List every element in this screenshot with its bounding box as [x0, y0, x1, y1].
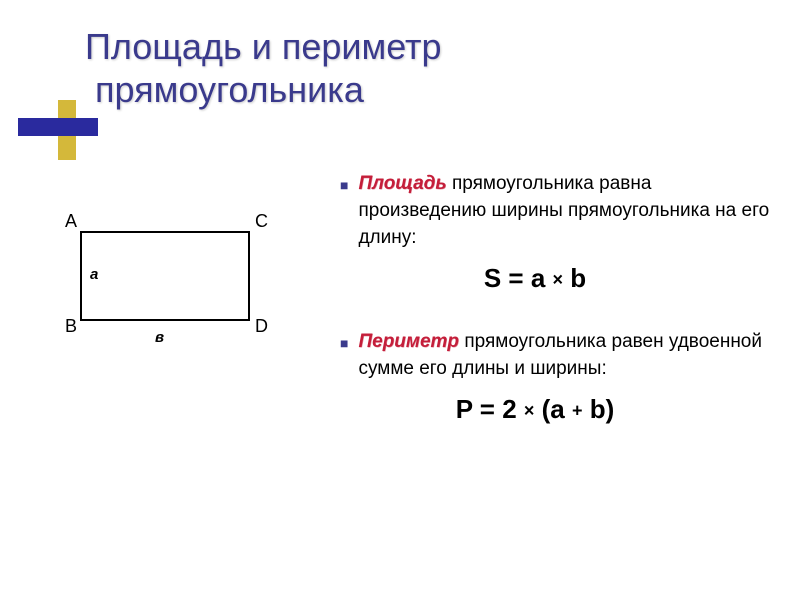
rectangle-shape [80, 231, 250, 321]
bullet-icon: ■ [340, 177, 348, 193]
area-title-word: Площадь [358, 173, 446, 194]
area-text: Площадь прямоугольника равна произведени… [358, 171, 770, 251]
vertex-a-label: A [65, 211, 77, 232]
perimeter-bullet-line: ■ Периметр прямоугольника равен удвоенно… [340, 329, 770, 382]
perimeter-title-word: Периметр [358, 331, 459, 352]
bullet-icon: ■ [340, 335, 348, 351]
page-title: Площадь и периметр прямоугольника [85, 25, 800, 111]
perimeter-text: Периметр прямоугольника равен удвоенной … [358, 329, 770, 382]
content-area: A C B D а в ■ Площадь прямоугольника рав… [0, 171, 800, 460]
rectangle-diagram: A C B D а в [60, 211, 260, 351]
area-formula-lhs: S = a [484, 263, 545, 293]
vertex-b-label: B [65, 316, 77, 337]
area-formula-op: × [553, 270, 564, 290]
perimeter-formula-lhs: P = 2 [456, 394, 517, 424]
side-v-label: в [155, 329, 164, 346]
perimeter-formula-op1: × [524, 401, 535, 421]
title-line2: прямоугольника [85, 69, 364, 110]
title-line1: Площадь и периметр [85, 26, 442, 67]
area-formula-rhs: b [570, 263, 586, 293]
diagram-column: A C B D а в [30, 171, 330, 460]
area-bullet-line: ■ Площадь прямоугольника равна произведе… [340, 171, 770, 251]
vertex-c-label: C [255, 211, 268, 232]
perimeter-formula-op2: + [572, 401, 583, 421]
perimeter-section: ■ Периметр прямоугольника равен удвоенно… [340, 329, 770, 425]
area-formula: S = a × b [340, 263, 770, 294]
perimeter-formula-rhs: b) [590, 394, 615, 424]
area-section: ■ Площадь прямоугольника равна произведе… [340, 171, 770, 294]
side-a-label: а [90, 266, 98, 283]
vertex-d-label: D [255, 316, 268, 337]
title-area: Площадь и периметр прямоугольника [0, 0, 800, 111]
perimeter-formula: P = 2 × (a + b) [340, 394, 770, 425]
text-column: ■ Площадь прямоугольника равна произведе… [330, 171, 770, 460]
deco-blue [18, 118, 98, 136]
perimeter-formula-mid: (a [542, 394, 565, 424]
